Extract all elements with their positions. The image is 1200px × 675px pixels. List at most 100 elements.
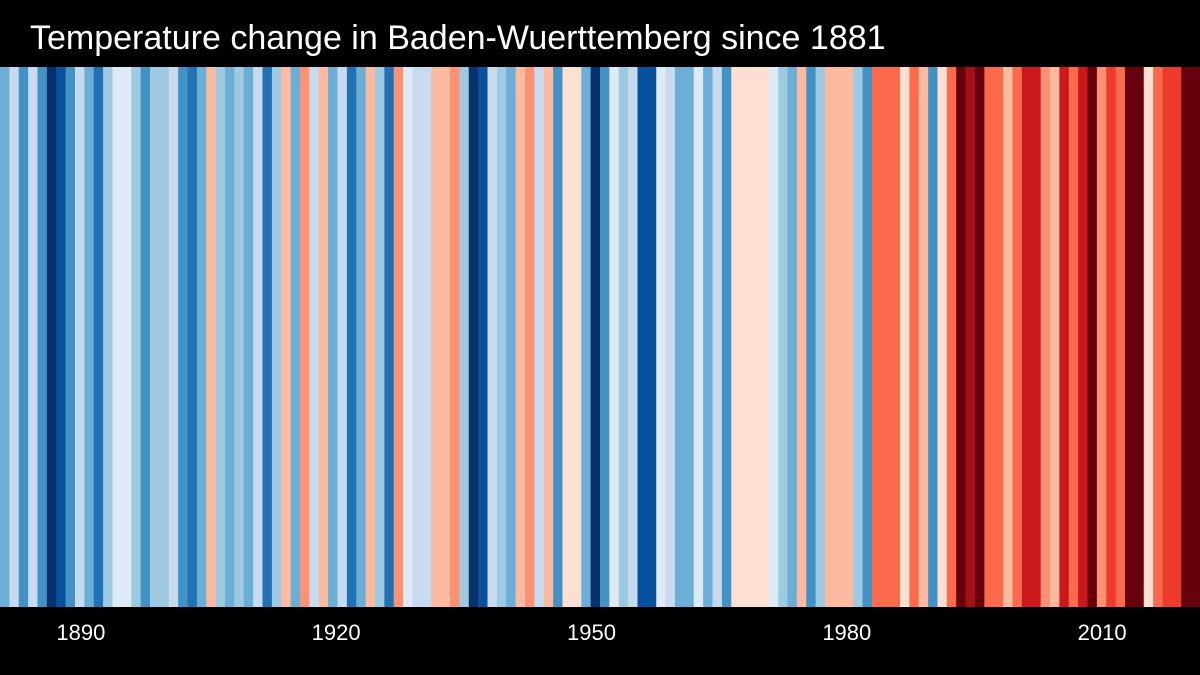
year-stripe <box>225 67 235 607</box>
year-stripe <box>346 67 357 607</box>
year-stripe <box>656 67 667 607</box>
year-stripe <box>65 67 76 607</box>
year-stripe <box>206 67 217 607</box>
year-stripe <box>815 67 826 607</box>
x-axis: 1890 1920 1950 1980 2010 <box>0 620 1200 660</box>
year-stripe <box>131 67 142 607</box>
year-stripe <box>140 67 151 607</box>
year-stripe <box>365 67 376 607</box>
year-stripe <box>37 67 48 607</box>
year-stripe <box>300 67 310 607</box>
year-stripe <box>56 67 67 607</box>
year-stripe <box>693 67 704 607</box>
year-stripe <box>318 67 329 607</box>
year-stripe <box>234 67 245 607</box>
year-stripe <box>1050 67 1060 607</box>
year-stripe <box>881 67 892 607</box>
year-stripe <box>665 67 676 607</box>
year-stripe <box>637 67 648 607</box>
year-stripe <box>1134 67 1145 607</box>
year-stripe <box>253 67 264 607</box>
year-stripe <box>1068 67 1079 607</box>
year-stripe <box>1012 67 1023 607</box>
year-stripe <box>393 67 404 607</box>
year-stripe <box>909 67 920 607</box>
year-stripe <box>196 67 207 607</box>
year-stripe <box>618 67 629 607</box>
x-tick-label: 1950 <box>567 620 616 645</box>
year-stripe <box>1171 67 1182 607</box>
year-stripe <box>440 67 451 607</box>
year-stripe <box>403 67 414 607</box>
year-stripe <box>337 67 348 607</box>
year-stripe <box>787 67 798 607</box>
year-stripe <box>825 67 835 607</box>
year-stripe <box>853 67 864 607</box>
year-stripe <box>468 67 479 607</box>
year-stripe <box>768 67 779 607</box>
year-stripe <box>421 67 432 607</box>
year-stripe <box>975 67 985 607</box>
year-stripe <box>281 67 292 607</box>
year-stripe <box>103 67 114 607</box>
year-stripe <box>187 67 198 607</box>
year-stripe <box>262 67 273 607</box>
year-stripe <box>159 67 170 607</box>
year-stripe <box>956 67 967 607</box>
year-stripe <box>384 67 395 607</box>
year-stripe <box>459 67 470 607</box>
year-stripe <box>1181 67 1192 607</box>
year-stripe <box>646 67 657 607</box>
year-stripe <box>534 67 545 607</box>
year-stripe <box>609 67 620 607</box>
year-stripe <box>965 67 976 607</box>
year-stripe <box>215 67 226 607</box>
year-stripe <box>553 67 564 607</box>
year-stripe <box>515 67 526 607</box>
year-stripe <box>1059 67 1070 607</box>
year-stripe <box>1031 67 1042 607</box>
year-stripe <box>806 67 817 607</box>
x-tick-label: 2010 <box>1077 620 1127 645</box>
year-stripe <box>675 67 685 607</box>
year-stripe <box>562 67 573 607</box>
x-tick-label: 1980 <box>822 620 872 645</box>
year-stripe <box>731 67 742 607</box>
year-stripe <box>543 67 554 607</box>
year-stripe <box>496 67 507 607</box>
year-stripe <box>84 67 95 607</box>
year-stripe <box>712 67 723 607</box>
year-stripe <box>1021 67 1032 607</box>
year-stripe <box>18 67 29 607</box>
year-stripe <box>431 67 442 607</box>
year-stripe <box>328 67 339 607</box>
year-stripe <box>1096 67 1107 607</box>
year-stripe <box>487 67 498 607</box>
year-stripe <box>871 67 882 607</box>
year-stripe <box>937 67 948 607</box>
year-stripe <box>412 67 423 607</box>
warming-stripes-plot <box>0 67 1200 607</box>
year-stripe <box>918 67 929 607</box>
year-stripe <box>290 67 301 607</box>
year-stripe <box>1125 67 1135 607</box>
year-stripe <box>112 67 123 607</box>
year-stripe <box>121 67 132 607</box>
year-stripe <box>0 67 10 607</box>
year-stripe <box>1040 67 1051 607</box>
year-stripe <box>1162 67 1173 607</box>
year-stripe <box>178 67 189 607</box>
year-stripe <box>759 67 770 607</box>
year-stripe <box>571 67 582 607</box>
year-stripe <box>600 67 610 607</box>
year-stripe <box>928 67 939 607</box>
year-stripe <box>946 67 957 607</box>
year-stripe <box>581 67 592 607</box>
year-stripe <box>740 67 751 607</box>
year-stripe <box>984 67 995 607</box>
year-stripe <box>28 67 39 607</box>
year-stripe <box>46 67 57 607</box>
x-tick-label: 1890 <box>56 620 106 645</box>
year-stripe <box>834 67 845 607</box>
year-stripe <box>450 67 460 607</box>
